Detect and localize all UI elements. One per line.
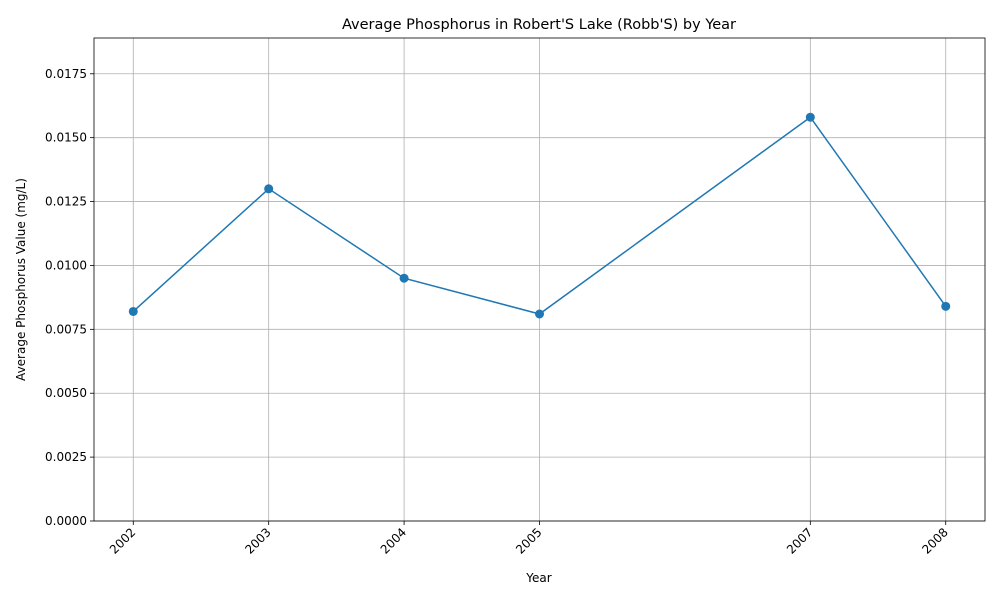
y-tick-label: 0.0100 — [45, 258, 87, 272]
data-point — [128, 306, 138, 316]
x-axis-ticks: 2002 2003 2004 2005 2007 2008 — [107, 521, 951, 557]
y-axis-ticks: 0.0000 0.0025 0.0050 0.0075 0.0100 0.0125 0.01… — [45, 67, 94, 528]
x-tick-label: 2007 — [784, 525, 815, 556]
y-tick-label: 0.0150 — [45, 131, 87, 145]
data-point — [264, 184, 274, 194]
y-tick-label: 0.0075 — [45, 322, 87, 336]
x-tick-label: 2003 — [242, 525, 273, 556]
x-tick-label: 2005 — [513, 525, 544, 556]
x-tick-label: 2002 — [107, 525, 138, 556]
series-layer — [128, 112, 951, 319]
y-tick-label: 0.0025 — [45, 450, 87, 464]
series-line — [132, 116, 947, 315]
y-tick-label: 0.0000 — [45, 514, 87, 528]
data-point — [535, 309, 544, 319]
x-axis-title: Year — [525, 571, 551, 585]
data-point — [399, 273, 409, 283]
x-tick-label: 2004 — [378, 525, 409, 556]
grid-layer — [94, 38, 985, 522]
data-point — [805, 112, 815, 122]
y-tick-label: 0.0125 — [45, 195, 87, 209]
data-point — [941, 301, 951, 311]
y-tick-label: 0.0050 — [45, 386, 87, 400]
x-tick-label: 2008 — [919, 525, 950, 556]
y-tick-label: 0.0175 — [45, 67, 87, 81]
chart-title: Average Phosphorus in Robert'S Lake (Rob… — [342, 17, 736, 33]
y-axis-title: Average Phosphorus Value (mg/L) — [14, 178, 28, 381]
